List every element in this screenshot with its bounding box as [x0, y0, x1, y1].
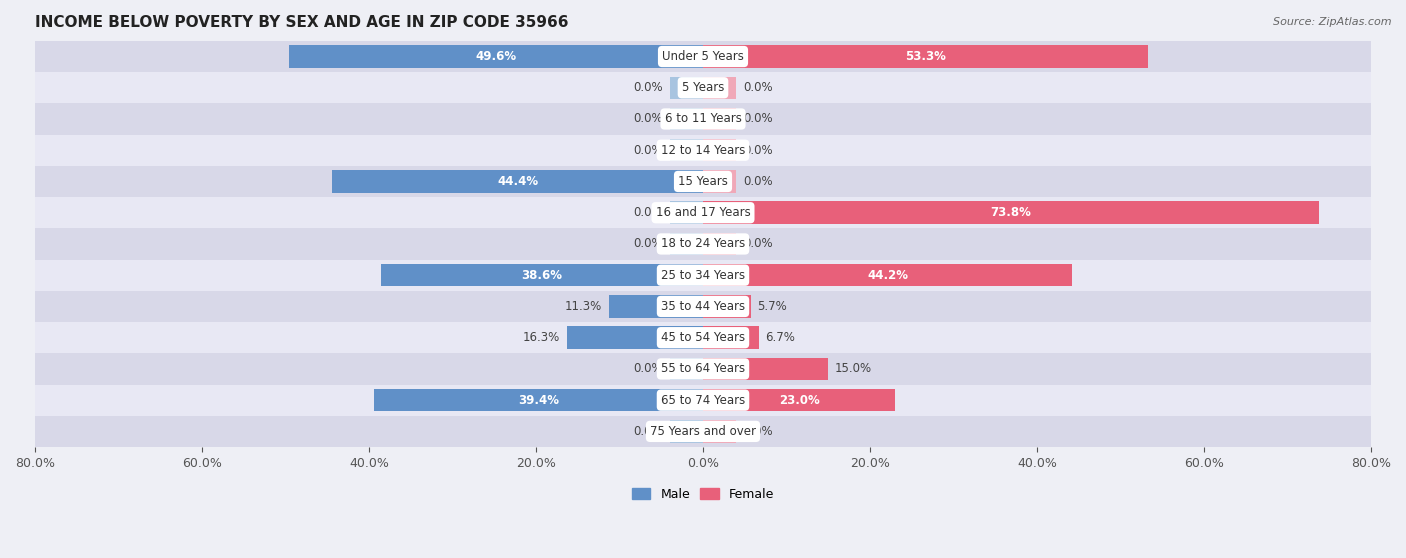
- Text: 0.0%: 0.0%: [633, 144, 662, 157]
- Bar: [35, 166, 1371, 197]
- Text: 0.0%: 0.0%: [633, 81, 662, 94]
- Bar: [381, 264, 703, 286]
- Bar: [703, 201, 1319, 224]
- Bar: [669, 420, 703, 442]
- Bar: [35, 134, 1371, 166]
- Text: 65 to 74 Years: 65 to 74 Years: [661, 393, 745, 407]
- Text: 18 to 24 Years: 18 to 24 Years: [661, 238, 745, 251]
- Bar: [703, 170, 737, 193]
- Text: 55 to 64 Years: 55 to 64 Years: [661, 363, 745, 376]
- Text: 38.6%: 38.6%: [522, 269, 562, 282]
- Bar: [35, 197, 1371, 228]
- Text: 44.2%: 44.2%: [868, 269, 908, 282]
- Bar: [288, 45, 703, 68]
- Text: 0.0%: 0.0%: [744, 425, 773, 438]
- Bar: [35, 72, 1371, 103]
- Bar: [703, 233, 737, 255]
- Text: 0.0%: 0.0%: [633, 363, 662, 376]
- Text: 16 and 17 Years: 16 and 17 Years: [655, 206, 751, 219]
- Bar: [703, 139, 737, 161]
- Text: 5.7%: 5.7%: [758, 300, 787, 313]
- Bar: [35, 259, 1371, 291]
- Bar: [703, 420, 737, 442]
- Text: 0.0%: 0.0%: [744, 144, 773, 157]
- Bar: [332, 170, 703, 193]
- Bar: [669, 233, 703, 255]
- Text: 6.7%: 6.7%: [766, 331, 796, 344]
- Text: 15 Years: 15 Years: [678, 175, 728, 188]
- Text: 35 to 44 Years: 35 to 44 Years: [661, 300, 745, 313]
- Bar: [703, 76, 737, 99]
- Text: 73.8%: 73.8%: [991, 206, 1032, 219]
- Text: 0.0%: 0.0%: [744, 81, 773, 94]
- Bar: [609, 295, 703, 318]
- Text: 23.0%: 23.0%: [779, 393, 820, 407]
- Text: 75 Years and over: 75 Years and over: [650, 425, 756, 438]
- Bar: [35, 322, 1371, 353]
- Bar: [703, 326, 759, 349]
- Text: 0.0%: 0.0%: [633, 206, 662, 219]
- Text: 16.3%: 16.3%: [523, 331, 560, 344]
- Bar: [703, 45, 1149, 68]
- Bar: [669, 139, 703, 161]
- Text: 0.0%: 0.0%: [633, 238, 662, 251]
- Bar: [35, 41, 1371, 72]
- Text: 0.0%: 0.0%: [744, 175, 773, 188]
- Text: Source: ZipAtlas.com: Source: ZipAtlas.com: [1274, 17, 1392, 27]
- Bar: [35, 103, 1371, 134]
- Text: 6 to 11 Years: 6 to 11 Years: [665, 113, 741, 126]
- Bar: [703, 389, 896, 411]
- Text: 0.0%: 0.0%: [744, 113, 773, 126]
- Bar: [35, 416, 1371, 447]
- Text: 11.3%: 11.3%: [565, 300, 602, 313]
- Text: 12 to 14 Years: 12 to 14 Years: [661, 144, 745, 157]
- Bar: [567, 326, 703, 349]
- Legend: Male, Female: Male, Female: [627, 483, 779, 506]
- Bar: [669, 108, 703, 130]
- Bar: [703, 264, 1071, 286]
- Bar: [669, 358, 703, 380]
- Text: 15.0%: 15.0%: [835, 363, 872, 376]
- Bar: [35, 291, 1371, 322]
- Bar: [35, 228, 1371, 259]
- Bar: [35, 353, 1371, 384]
- Text: 45 to 54 Years: 45 to 54 Years: [661, 331, 745, 344]
- Bar: [703, 358, 828, 380]
- Text: 5 Years: 5 Years: [682, 81, 724, 94]
- Bar: [35, 384, 1371, 416]
- Bar: [374, 389, 703, 411]
- Bar: [669, 76, 703, 99]
- Text: 53.3%: 53.3%: [905, 50, 946, 63]
- Text: 25 to 34 Years: 25 to 34 Years: [661, 269, 745, 282]
- Text: 0.0%: 0.0%: [744, 238, 773, 251]
- Text: Under 5 Years: Under 5 Years: [662, 50, 744, 63]
- Text: 0.0%: 0.0%: [633, 425, 662, 438]
- Text: INCOME BELOW POVERTY BY SEX AND AGE IN ZIP CODE 35966: INCOME BELOW POVERTY BY SEX AND AGE IN Z…: [35, 15, 568, 30]
- Bar: [669, 201, 703, 224]
- Text: 49.6%: 49.6%: [475, 50, 516, 63]
- Text: 39.4%: 39.4%: [517, 393, 560, 407]
- Bar: [703, 108, 737, 130]
- Bar: [703, 295, 751, 318]
- Text: 0.0%: 0.0%: [633, 113, 662, 126]
- Text: 44.4%: 44.4%: [498, 175, 538, 188]
